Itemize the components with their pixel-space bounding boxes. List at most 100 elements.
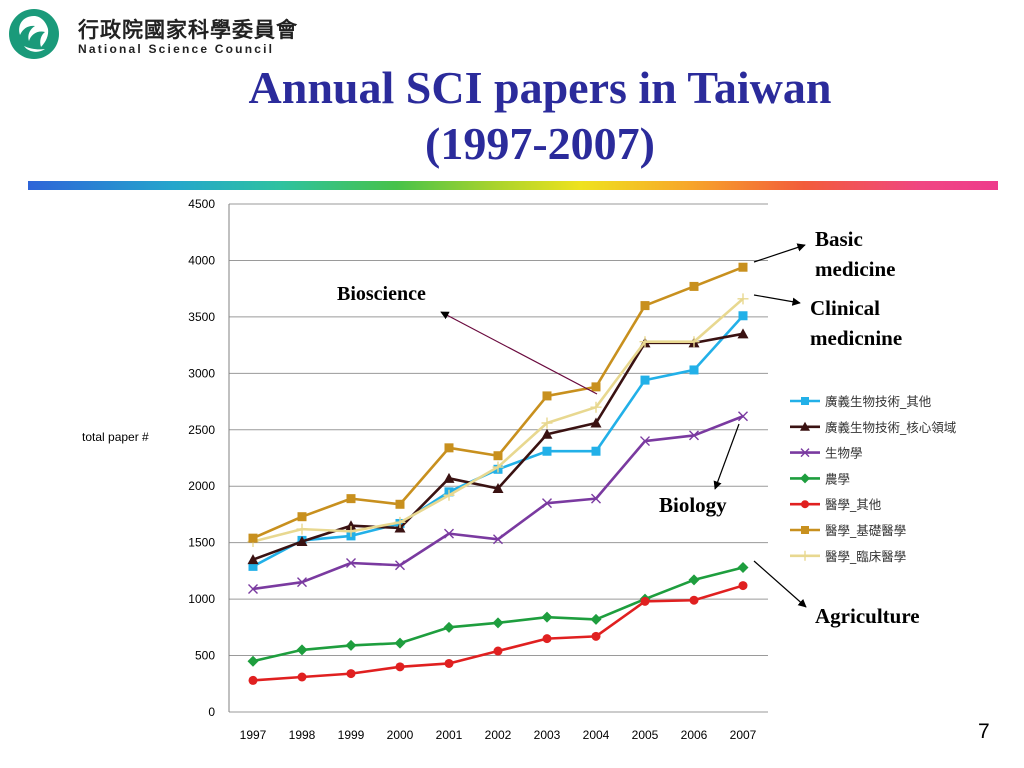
- rainbow-divider: [28, 181, 998, 190]
- series-3: [248, 411, 748, 594]
- series-5-point-2002: [493, 646, 503, 656]
- series-3-point-1998: [297, 577, 307, 588]
- series-5-point-2001: [444, 658, 454, 668]
- series-3-point-1999: [346, 557, 356, 568]
- series-2-line: [252, 332, 744, 561]
- series-6-point-2007: [738, 262, 748, 272]
- series-1-point-2006: [689, 365, 699, 375]
- legend-label-1: 廣義生物技術_其他: [825, 394, 932, 409]
- legend-label-3: 生物學: [825, 446, 863, 461]
- series-6-point-2002: [493, 451, 503, 461]
- series-1: [248, 311, 748, 571]
- series-2: [247, 328, 749, 565]
- chart-series: [247, 262, 749, 685]
- series-5: [248, 581, 748, 685]
- series-3-point-2006: [689, 430, 699, 441]
- series-5-point-1997: [248, 675, 258, 685]
- nsc-logo: 行政院國家科學委員會 National Science Council: [8, 6, 297, 62]
- series-3-point-2005: [640, 436, 650, 447]
- series-5-point-1999: [346, 669, 356, 679]
- series-7-point-2000: [394, 516, 406, 528]
- legend-item-4: 農學: [790, 471, 850, 486]
- series-3-point-2004: [591, 493, 601, 504]
- series-5-point-2003: [542, 634, 552, 644]
- series-2-point-2002: [492, 482, 504, 493]
- arrow-bioscience: [440, 311, 598, 395]
- series-7-point-2007: [737, 293, 749, 305]
- legend-marker-6: [801, 526, 809, 534]
- x-tick-label-1999: 1999: [338, 728, 365, 742]
- nsc-emblem-icon: [9, 9, 59, 59]
- legend-marker-5: [801, 500, 809, 509]
- series-4-point-2007: [737, 562, 749, 574]
- series-7-point-1998: [296, 523, 308, 535]
- annotation-basic-medicine: Basic medicine: [815, 227, 895, 281]
- arrow-basic-medicine: [753, 243, 806, 263]
- series-1-point-1997: [248, 561, 258, 571]
- series-6-point-1998: [297, 512, 307, 522]
- series-5-point-2000: [395, 662, 405, 672]
- legend-item-7: 醫學_臨床醫學: [790, 549, 906, 564]
- series-3-point-2007: [738, 411, 748, 422]
- series-6-point-2006: [689, 281, 699, 291]
- y-tick-label-3000: 3000: [188, 366, 215, 380]
- y-tick-label-2500: 2500: [188, 423, 215, 437]
- arrow-clinical-medicine: [753, 294, 801, 306]
- series-3-point-2001: [444, 528, 454, 539]
- series-4-point-2000: [394, 637, 406, 649]
- x-tick-label-2001: 2001: [436, 728, 463, 742]
- chart-axes: 0 500 1000 1500 2000 2500 3000 3500 4000 4500 1997…: [188, 197, 756, 742]
- annotation-biology: Biology: [659, 493, 727, 517]
- legend-marker-7: [800, 550, 810, 561]
- series-7-point-2003: [541, 417, 553, 429]
- y-tick-label-4000: 4000: [188, 253, 215, 267]
- x-tick-label-2003: 2003: [534, 728, 561, 742]
- legend-label-2: 廣義生物技術_核心領域: [825, 420, 956, 435]
- series-3-point-1997: [248, 583, 258, 594]
- series-6-point-2001: [444, 443, 454, 453]
- annotation-clinical-medicine: Clinical medicnine: [810, 296, 902, 350]
- org-name-english: National Science Council: [78, 42, 275, 56]
- page-number: 7: [978, 720, 990, 743]
- series-4-point-2002: [492, 617, 504, 629]
- x-tick-label-2000: 2000: [387, 728, 414, 742]
- series-2-point-2007: [737, 328, 749, 339]
- series-2-point-1999: [345, 520, 357, 531]
- y-tick-label-2000: 2000: [188, 479, 215, 493]
- annotation-bioscience: Bioscience: [337, 283, 426, 305]
- series-6-point-2004: [591, 382, 601, 392]
- title-line-2: (1997-2007): [425, 118, 655, 169]
- legend-marker-1: [801, 397, 809, 405]
- series-5-point-2005: [640, 596, 650, 606]
- slide-title: Annual SCI papers in Taiwan (1997-2007): [120, 60, 960, 172]
- series-7-point-1999: [345, 525, 357, 537]
- legend-item-3: 生物學: [790, 446, 863, 461]
- chart-annotations: Basic medicine Clinical medicnine Bioscien…: [337, 227, 920, 628]
- series-3-point-2002: [493, 534, 503, 545]
- series-3-point-2003: [542, 498, 552, 509]
- arrow-biology: [713, 423, 740, 490]
- series-1-point-2004: [591, 446, 601, 456]
- series-1-point-2007: [738, 311, 748, 321]
- series-7-point-2001: [443, 489, 455, 501]
- series-6-point-1999: [346, 494, 356, 504]
- series-7-point-2005: [639, 336, 651, 348]
- series-4-point-1997: [247, 655, 259, 667]
- series-5-point-2007: [738, 581, 748, 591]
- series-1-line: [252, 314, 744, 568]
- chart-gridlines: [229, 203, 768, 713]
- series-6-point-2003: [542, 391, 552, 401]
- series-7-point-2002: [492, 461, 504, 473]
- legend-marker-4: [800, 473, 810, 484]
- x-tick-label-2002: 2002: [485, 728, 512, 742]
- series-4-point-2003: [541, 611, 553, 623]
- series-7-point-2006: [688, 336, 700, 348]
- series-3-point-2000: [395, 560, 405, 571]
- legend-label-5: 醫學_其他: [825, 497, 882, 512]
- arrow-agriculture: [753, 560, 807, 608]
- x-tick-label-2006: 2006: [681, 728, 708, 742]
- x-tick-label-2004: 2004: [583, 728, 610, 742]
- x-tick-label-2007: 2007: [730, 728, 757, 742]
- x-tick-label-1997: 1997: [240, 728, 267, 742]
- series-2-point-1997: [247, 554, 259, 565]
